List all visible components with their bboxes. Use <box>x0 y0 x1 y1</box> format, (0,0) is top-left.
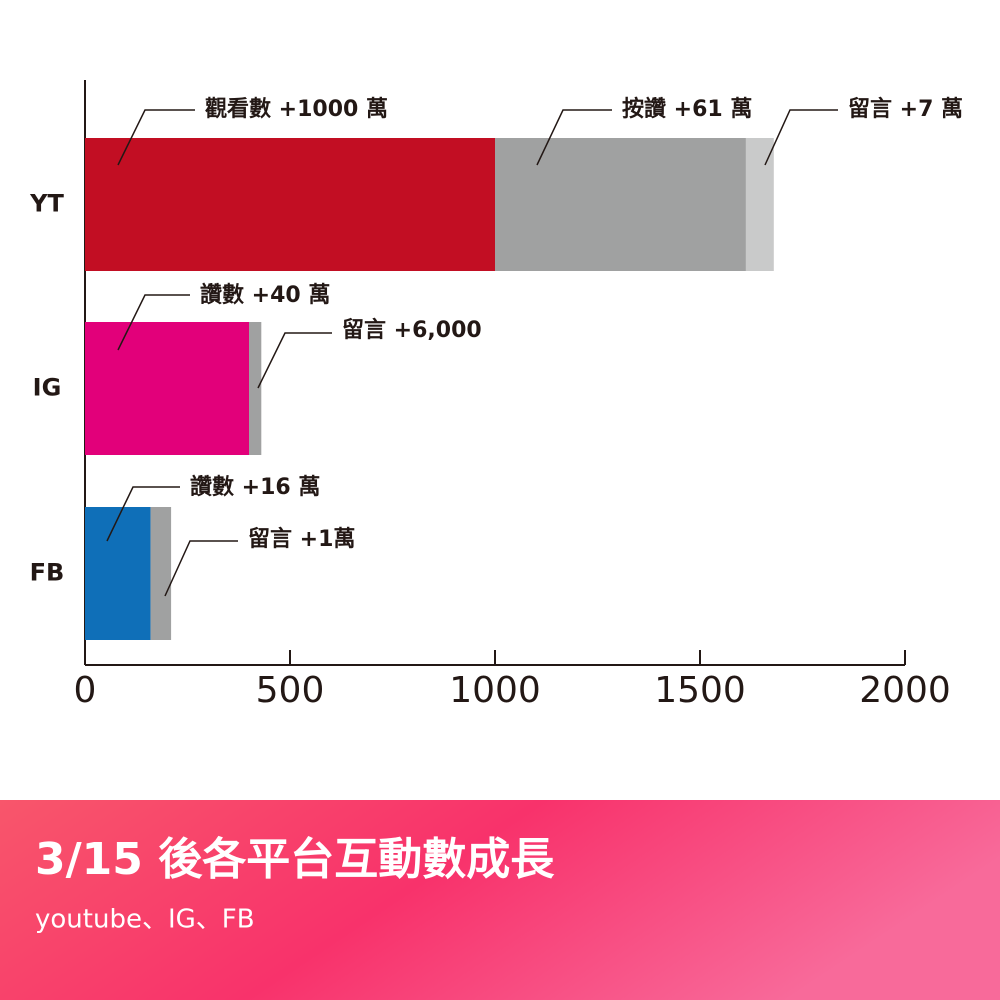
bar-segment <box>495 138 746 271</box>
leader-line <box>764 109 838 166</box>
chart-title: 3/15 後各平台互動數成長 <box>35 834 555 885</box>
annotation: 按讚 +61 萬 <box>622 96 752 122</box>
x-tick-label: 0 <box>74 670 97 711</box>
annotation: 留言 +1萬 <box>248 526 355 552</box>
chart-subtitle: youtube、IG、FB <box>35 905 255 935</box>
leader-line <box>106 486 180 542</box>
y-tick-label: FB <box>30 559 65 587</box>
x-tick-label: 2000 <box>859 670 951 711</box>
annotation: 留言 +6,000 <box>342 317 482 343</box>
bar-segment <box>150 507 172 640</box>
y-tick-label: IG <box>33 374 62 402</box>
annotation: 讚數 +40 萬 <box>200 282 330 308</box>
leader-line <box>164 540 238 597</box>
x-tick-label: 1000 <box>449 670 541 711</box>
leader-line <box>117 294 190 351</box>
annotation: 觀看數 +1000 萬 <box>205 97 388 122</box>
bar-segment <box>85 322 249 455</box>
leader-line <box>117 109 195 166</box>
x-tick-label: 1500 <box>654 670 746 711</box>
annotation: 留言 +7 萬 <box>848 96 963 122</box>
leader-line <box>257 332 332 389</box>
annotation: 讚數 +16 萬 <box>190 474 320 500</box>
bar-segment <box>249 322 262 455</box>
banner <box>0 800 1000 1000</box>
y-tick-label: YT <box>29 190 64 218</box>
leader-line <box>536 109 612 166</box>
bar-segment <box>745 138 774 271</box>
x-tick-label: 500 <box>256 670 325 711</box>
bar-segment <box>85 507 151 640</box>
bar-segment <box>85 138 495 271</box>
